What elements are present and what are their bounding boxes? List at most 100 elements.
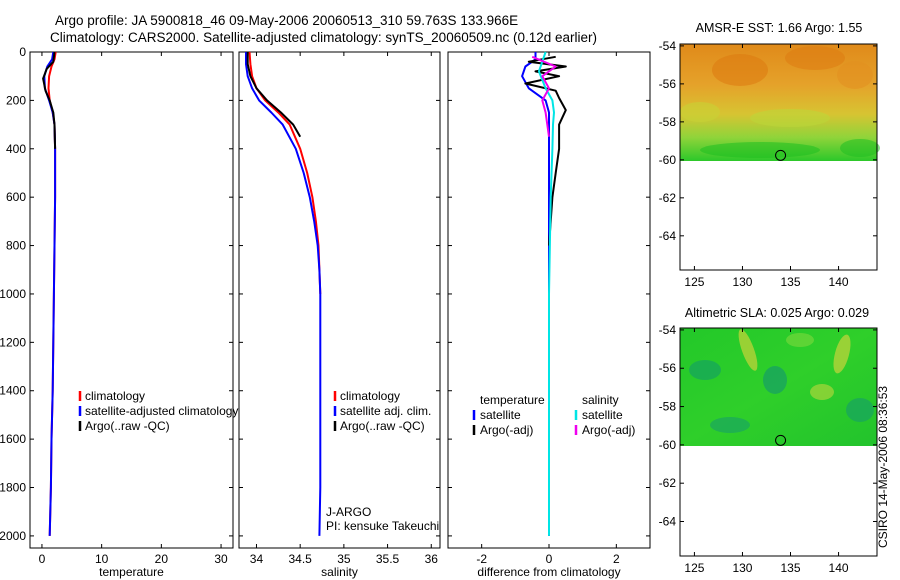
sst-warm-patch	[837, 61, 873, 89]
temperature-panel: 0 10 20 30 0 200 400 600 800 1000 1200 1400 1600 1800…	[0, 45, 238, 579]
sla-low-patch	[689, 360, 721, 380]
salinity-annotation-text: J-ARGO	[326, 505, 371, 519]
sla_map-y-tick-label: -64	[659, 515, 677, 529]
sst_map-x-tick-label: 140	[829, 275, 849, 289]
temperature-y-tick-label: 400	[6, 142, 26, 156]
salinity-legend-label: climatology	[340, 389, 400, 403]
temperature-x-tick-label: 30	[214, 552, 228, 566]
salinity-x-tick-label: 34	[250, 552, 264, 566]
sst-warm-patch	[785, 46, 845, 70]
difference-x-tick-label: -2	[476, 552, 487, 566]
temperature-y-tick-label: 600	[6, 190, 26, 204]
sst_map-y-tick-label: -54	[659, 39, 677, 53]
sst_map-y-tick-label: -62	[659, 191, 677, 205]
sst-axes-frame	[679, 43, 878, 271]
sla-mid-patch	[786, 333, 814, 347]
salinity-panel: 34 34.5 35 35.5 36 salinity climatologysatelli…	[238, 51, 441, 579]
sla_map-y-tick-label: -58	[659, 400, 677, 414]
difference-x-tick-label: 2	[613, 552, 620, 566]
temperature-y-tick-label: 1000	[0, 287, 26, 301]
sst-green-patch	[700, 142, 820, 158]
sst-warm-patch	[712, 54, 768, 86]
sla_map-y-tick-label: -56	[659, 361, 677, 375]
difference-legend-label: Argo(-adj)	[480, 423, 533, 437]
difference-x-axis-label: difference from climatology	[477, 565, 620, 579]
sla_map-argo-location-marker	[775, 434, 787, 446]
sla-high-patch	[810, 384, 834, 400]
difference-legend-label: Argo(-adj)	[582, 423, 635, 437]
temperature-legend-label: Argo(..raw -QC)	[85, 419, 170, 433]
sst_map-y-tick-label: -64	[659, 229, 677, 243]
sst-yellow-patch	[680, 102, 720, 122]
sla-low-patch	[846, 398, 874, 422]
sst_map-x-tick-label: 130	[732, 275, 752, 289]
temperature-legend-label: climatology	[85, 389, 145, 403]
salinity-series-line	[248, 51, 322, 295]
temperature-y-tick-label: 800	[6, 239, 26, 253]
sla_map-y-tick-label: -60	[659, 438, 677, 452]
salinity-x-tick-label: 35	[337, 552, 351, 566]
difference-series-line	[524, 55, 567, 246]
temperature-x-tick-label: 20	[155, 552, 169, 566]
figure-title-line2: Climatology: CARS2000. Satellite-adjuste…	[50, 30, 597, 45]
sla_map-y-tick-label: -62	[659, 476, 677, 490]
sst_map-y-tick-label: -58	[659, 115, 677, 129]
temperature-y-tick-label: 0	[19, 45, 26, 59]
salinity-x-tick-label: 34.5	[288, 552, 312, 566]
temperature-y-tick-label: 200	[6, 93, 26, 107]
sla_map-y-tick-label: -54	[659, 323, 677, 337]
sst_map-x-tick-label: 135	[780, 275, 800, 289]
temperature-series-line	[42, 51, 57, 149]
sst-map-title: AMSR-E SST: 1.66 Argo: 1.55	[696, 21, 863, 35]
salinity-x-tick-label: 35.5	[376, 552, 400, 566]
sst-texture	[680, 46, 880, 158]
sla-map-panel: Altimetric SLA: 0.025 Argo: 0.029 125 130…	[659, 306, 878, 575]
salinity-legend-label: satellite adj. clim.	[340, 404, 431, 418]
difference-legend-label: temperature	[480, 393, 545, 407]
difference-series-line	[531, 55, 557, 137]
temperature-y-tick-label: 1800	[0, 481, 26, 495]
sst_map-x-tick-label: 125	[684, 275, 704, 289]
temperature-axes-frame	[29, 51, 234, 549]
sla_map-x-tick-label: 135	[780, 561, 800, 575]
sst_map-argo-location-marker	[775, 149, 787, 161]
salinity-axes-frame	[238, 51, 441, 549]
salinity-legend-label: Argo(..raw -QC)	[340, 419, 425, 433]
sla-map-title: Altimetric SLA: 0.025 Argo: 0.029	[685, 306, 869, 320]
difference-series-line	[521, 52, 550, 536]
salinity-x-tick-label: 36	[425, 552, 439, 566]
sla-low-patch	[763, 366, 787, 394]
sla-high-patch	[833, 334, 851, 374]
sla-high-patch	[738, 329, 758, 371]
salinity-x-axis-label: salinity	[321, 565, 358, 579]
temperature-x-tick-label: 0	[39, 552, 46, 566]
sst_map-y-tick-label: -56	[659, 77, 677, 91]
sla-axes-frame	[679, 327, 878, 557]
sst-yellow-patch	[750, 109, 830, 127]
sla_map-x-tick-label: 140	[829, 561, 849, 575]
figure-title-line1: Argo profile: JA 5900818_46 09-May-2006 …	[55, 13, 518, 28]
temperature-y-tick-label: 1200	[0, 335, 26, 349]
salinity-series-line	[246, 52, 302, 138]
sst-map-panel: AMSR-E SST: 1.66 Argo: 1.55 125 130 135 140…	[659, 21, 880, 289]
temperature-legend-label: satellite-adjusted climatology	[85, 404, 238, 418]
temperature-x-axis-label: temperature	[99, 565, 164, 579]
sla_map-x-tick-label: 125	[684, 561, 704, 575]
salinity-annotation-text: PI: kensuke Takeuchi	[326, 519, 439, 533]
difference-x-tick-label: 0	[546, 552, 553, 566]
temperature-y-tick-label: 1600	[0, 432, 26, 446]
difference-legend-label: satellite	[582, 408, 623, 422]
sla_map-x-tick-label: 130	[732, 561, 752, 575]
temperature-y-tick-label: 2000	[0, 529, 26, 543]
side-timestamp: CSIRO 14-May-2006 08:36:53	[876, 386, 890, 548]
salinity-series-line	[245, 52, 322, 536]
sst-field	[680, 44, 877, 161]
difference-series-line	[537, 51, 555, 536]
difference-legend-label: satellite	[480, 408, 521, 422]
temperature-x-tick-label: 10	[95, 552, 109, 566]
temperature-y-tick-label: 1400	[0, 384, 26, 398]
difference-legend-label: salinity	[582, 393, 619, 407]
sst_map-y-tick-label: -60	[659, 153, 677, 167]
